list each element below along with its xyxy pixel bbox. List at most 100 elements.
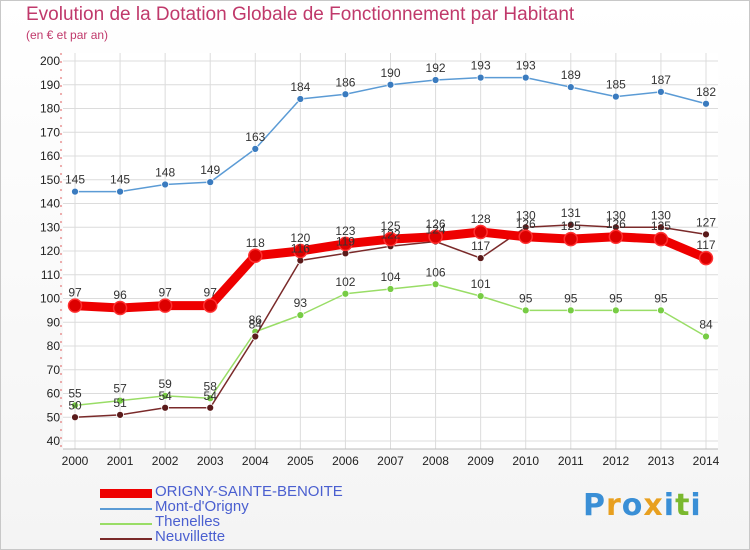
- data-point: [71, 401, 79, 410]
- data-label: 189: [561, 68, 581, 82]
- logo-letter: t: [675, 488, 691, 523]
- data-label: 106: [426, 265, 446, 279]
- data-point: [341, 90, 350, 99]
- x-tick-label: 2007: [377, 454, 404, 468]
- data-point: [293, 243, 308, 259]
- data-label: 193: [471, 59, 491, 73]
- data-label: 84: [699, 318, 713, 332]
- data-label: 118: [246, 236, 265, 250]
- data-label: 182: [696, 85, 716, 99]
- data-label: 126: [516, 217, 536, 231]
- data-label: 130: [651, 208, 671, 222]
- data-point: [611, 306, 620, 315]
- y-tick-label: 180: [40, 102, 60, 116]
- legend-swatch-mont-dorigny: [100, 508, 152, 510]
- y-tick-label: 90: [47, 315, 61, 329]
- data-point: [386, 80, 395, 89]
- data-label: 123: [335, 224, 355, 238]
- data-point: [698, 250, 714, 266]
- data-point: [116, 396, 124, 405]
- data-label: 185: [606, 78, 626, 92]
- data-label: 186: [335, 75, 355, 89]
- data-point: [206, 403, 215, 412]
- y-tick-label: 190: [40, 78, 60, 92]
- data-point: [206, 394, 215, 403]
- data-labels: 145 145 148 149 163 184 186 190 192 193 193 189 185 1…: [65, 59, 716, 413]
- x-tick-label: 2005: [287, 454, 314, 468]
- data-label: 126: [426, 217, 446, 231]
- legend-label-neuvillette: Neuvillette: [155, 528, 226, 545]
- data-point: [702, 332, 710, 341]
- legend-swatch-origny: [100, 489, 152, 498]
- data-label: 124: [426, 223, 446, 237]
- data-label: 130: [606, 208, 626, 222]
- legend-swatch-neuvillette: [100, 538, 152, 540]
- data-label: 190: [380, 66, 400, 80]
- data-point: [702, 99, 710, 108]
- data-point: [383, 231, 398, 247]
- data-point: [161, 403, 170, 412]
- data-point: [611, 92, 620, 101]
- data-label: 122: [380, 227, 400, 241]
- data-label: 184: [290, 80, 310, 94]
- data-label: 58: [204, 379, 218, 393]
- y-tick-label: 100: [40, 292, 60, 306]
- data-label: 149: [200, 163, 220, 177]
- axes: 40 50 60 70 80 90 100 110 120 130 140 150 160 170 180 1…: [40, 53, 720, 468]
- y-tick-label: 170: [40, 125, 60, 139]
- y-tick-label: 80: [47, 339, 61, 353]
- data-label: 97: [204, 286, 218, 300]
- data-point: [563, 231, 579, 247]
- data-label: 55: [68, 386, 82, 400]
- data-point: [116, 410, 124, 419]
- data-point: [566, 220, 575, 229]
- data-label: 95: [609, 291, 623, 305]
- grid: [63, 53, 718, 449]
- data-label: 117: [471, 239, 490, 253]
- data-label: 59: [158, 377, 172, 391]
- legend-label-thenelles: Thenelles: [155, 513, 221, 530]
- proxiti-logo: Proxiti: [583, 488, 702, 523]
- data-point: [341, 289, 350, 298]
- data-point: [71, 187, 79, 196]
- data-label: 131: [561, 206, 581, 220]
- y-tick-label: 50: [47, 410, 61, 424]
- x-tick-label: 2004: [242, 454, 269, 468]
- x-tick-label: 2008: [422, 454, 449, 468]
- x-tick-label: 2006: [332, 454, 359, 468]
- data-label: 86: [249, 313, 263, 327]
- logo-letter: r: [606, 488, 622, 523]
- x-tick-label: 2000: [62, 454, 89, 468]
- data-label: 50: [68, 398, 82, 412]
- y-tick-label: 130: [40, 220, 60, 234]
- data-point: [521, 73, 530, 82]
- x-tick-label: 2012: [603, 454, 630, 468]
- data-point: [431, 76, 440, 84]
- data-point: [476, 254, 485, 263]
- data-label: 127: [696, 215, 716, 229]
- data-label: 128: [471, 212, 491, 226]
- legend-swatch-thenelles: [100, 523, 152, 525]
- logo-letter: o: [621, 488, 644, 523]
- data-label: 192: [426, 61, 446, 75]
- y-tick-label: 110: [41, 268, 60, 282]
- data-label: 163: [245, 130, 265, 144]
- data-label: 145: [65, 173, 85, 187]
- data-label: 125: [561, 219, 581, 233]
- x-tick-label: 2011: [558, 454, 584, 468]
- data-label: 95: [564, 291, 578, 305]
- legend-label-origny: ORIGNY-SAINTE-BENOITE: [155, 483, 343, 500]
- data-label: 148: [155, 166, 175, 180]
- data-label: 54: [158, 389, 172, 403]
- data-point: [112, 300, 128, 316]
- data-point: [521, 306, 530, 315]
- data-label: 145: [110, 173, 130, 187]
- y-tick-label: 70: [47, 363, 61, 377]
- data-label: 126: [606, 217, 626, 231]
- data-point: [657, 306, 665, 315]
- data-point: [157, 298, 173, 313]
- data-label: 97: [68, 286, 82, 300]
- series-group: [67, 73, 714, 422]
- data-label: 104: [380, 270, 400, 284]
